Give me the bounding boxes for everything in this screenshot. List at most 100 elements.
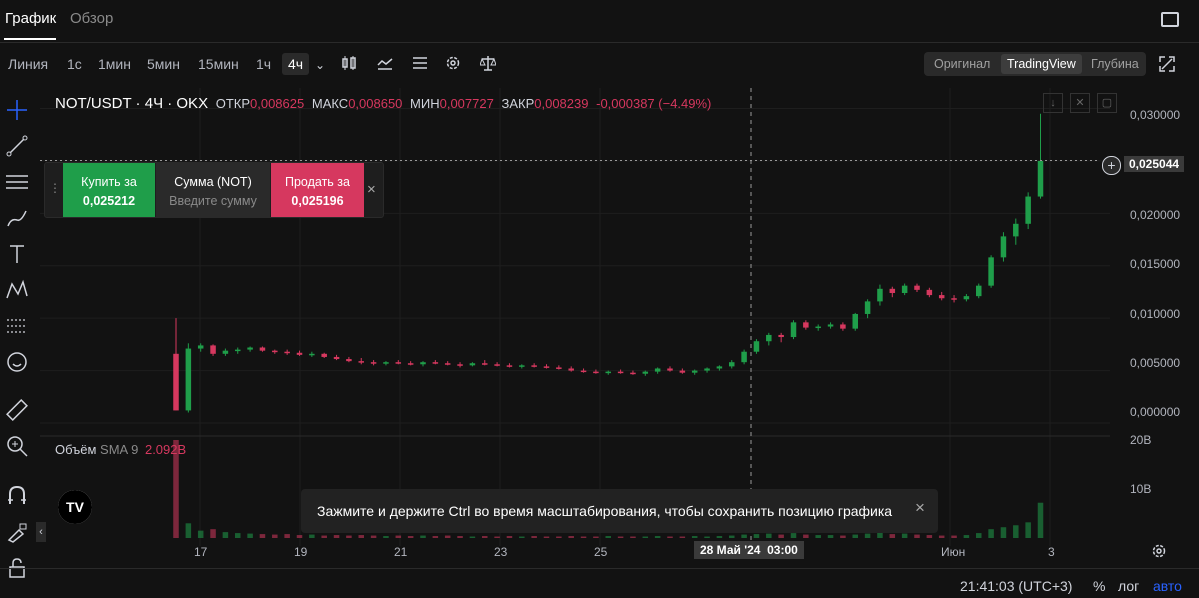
candle-body <box>617 371 624 374</box>
timeframe-1min[interactable]: 1мин <box>98 56 131 72</box>
sell-button[interactable]: Продать за 0,025196 <box>271 163 364 217</box>
ohlc-legend: NOT/USDT · 4Ч · OKX ОТКР0,008625 МАКС0,0… <box>55 95 711 112</box>
collapse-toolbar-icon[interactable]: ‹ <box>36 522 46 542</box>
volume-bar <box>210 529 216 538</box>
view-original[interactable]: Оригинал <box>934 57 991 71</box>
quick-trade-panel: ⋮ Купить за 0,025212 Сумма (NOT) Введите… <box>44 162 384 218</box>
volume-bar <box>605 536 611 538</box>
tab-chart[interactable]: График <box>5 10 57 27</box>
open-value: 0,008625 <box>250 96 305 111</box>
volume-bar <box>272 534 278 538</box>
ruler-icon[interactable] <box>5 398 29 422</box>
volume-bar <box>185 523 192 538</box>
volume-bar <box>494 536 500 538</box>
log-toggle[interactable]: лог <box>1118 578 1140 594</box>
settings-icon[interactable] <box>445 55 461 76</box>
volume-bar <box>197 530 204 538</box>
maximize-icon[interactable]: ▢ <box>1097 93 1117 113</box>
candle-body <box>1000 236 1007 258</box>
timeframe-1h[interactable]: 1ч <box>256 56 272 72</box>
crosshair-time-label: 28 Май '24 03:00 <box>694 541 804 559</box>
volume-bar <box>506 536 513 538</box>
pattern-icon[interactable] <box>5 278 29 302</box>
candle-body <box>370 362 377 364</box>
auto-toggle[interactable]: авто <box>1153 578 1182 594</box>
crosshair-icon[interactable] <box>5 98 29 122</box>
clock[interactable]: 21:41:03 (UTC+3) <box>960 578 1073 594</box>
lock-draw-icon[interactable] <box>5 520 29 544</box>
view-tradingview[interactable]: TradingView <box>1001 54 1082 74</box>
chevron-down-icon[interactable]: ⌄ <box>315 58 326 72</box>
candle-body <box>864 301 871 314</box>
candle-body <box>284 351 290 354</box>
trend-line-icon[interactable] <box>5 134 29 158</box>
candle-body <box>803 322 809 328</box>
candle-body <box>926 289 933 296</box>
volume-legend: Объём SMA 9 2.092B <box>55 442 186 457</box>
timeframe-4h[interactable]: 4ч <box>282 53 310 75</box>
fullscreen-icon[interactable] <box>1159 56 1175 75</box>
tradingview-logo[interactable]: TV <box>58 490 92 524</box>
active-tab-underline <box>4 38 56 40</box>
tab-overview[interactable]: Обзор <box>70 10 114 27</box>
status-bar: 21:41:03 (UTC+3) % лог авто <box>0 568 1199 598</box>
amount-field[interactable]: Сумма (NOT) Введите сумму <box>156 163 270 217</box>
volume-bar <box>444 535 451 538</box>
volume-bar <box>333 535 340 538</box>
view-depth[interactable]: Глубина <box>1091 57 1139 71</box>
chart-type-line[interactable]: Линия <box>8 56 49 72</box>
timeframe-5min[interactable]: 5мин <box>147 56 180 72</box>
timeframe-15min[interactable]: 15мин <box>198 56 239 72</box>
candle-body <box>197 345 204 349</box>
candle-body <box>840 324 846 329</box>
time-tick: 17 <box>194 545 208 559</box>
close-panel-icon[interactable]: × <box>367 181 376 198</box>
candle-body <box>321 353 327 357</box>
arrow-down-icon[interactable]: ↓ <box>1043 93 1063 113</box>
scales-icon[interactable] <box>479 55 497 76</box>
drag-handle-icon[interactable]: ⋮ <box>49 181 61 195</box>
emoji-icon[interactable] <box>5 350 29 374</box>
toast-close-icon[interactable]: × <box>915 498 925 517</box>
candle-body <box>469 363 476 366</box>
volume-bar <box>654 536 661 538</box>
fib-icon[interactable] <box>5 314 29 338</box>
candle-body <box>889 288 896 293</box>
list-icon[interactable] <box>412 55 428 76</box>
amount-placeholder[interactable]: Введите сумму <box>169 194 257 208</box>
candle-body <box>556 367 562 369</box>
view-selector: Оригинал TradingView Глубина <box>924 52 1146 76</box>
candle-body <box>766 334 772 342</box>
price-chart[interactable] <box>40 88 1125 568</box>
buy-button[interactable]: Купить за 0,025212 <box>63 163 155 217</box>
volume-bar <box>667 536 673 538</box>
brush-icon[interactable] <box>5 206 29 230</box>
candle-body <box>333 356 340 360</box>
magnet-icon[interactable] <box>5 484 29 508</box>
percent-toggle[interactable]: % <box>1093 578 1106 594</box>
text-icon[interactable] <box>5 242 29 266</box>
zoom-icon[interactable] <box>5 434 29 458</box>
volume-bar <box>741 534 747 538</box>
candle-body <box>976 285 982 297</box>
candle-body <box>309 353 315 356</box>
open-label: ОТКР <box>215 96 250 111</box>
axis-settings-icon[interactable] <box>1151 543 1167 562</box>
candle-body <box>222 350 229 354</box>
candle-body <box>951 298 957 300</box>
add-alert-icon[interactable]: + <box>1102 156 1121 175</box>
volume-bar <box>889 534 896 538</box>
horizontal-lines-icon[interactable] <box>5 170 29 194</box>
indicators-icon[interactable] <box>377 55 393 76</box>
price-tick: 0,005000 <box>1130 356 1181 370</box>
lock-icon[interactable] <box>5 556 29 580</box>
candle-body <box>420 362 426 365</box>
candle-body <box>259 347 266 351</box>
collapse-icon[interactable]: ✕ <box>1070 93 1090 113</box>
candles-icon[interactable] <box>341 55 357 76</box>
volume-bar <box>1013 525 1019 538</box>
window-icon[interactable] <box>1161 12 1179 27</box>
candle-body <box>494 364 500 366</box>
candle-body <box>482 363 488 365</box>
timeframe-1s[interactable]: 1с <box>67 56 82 72</box>
